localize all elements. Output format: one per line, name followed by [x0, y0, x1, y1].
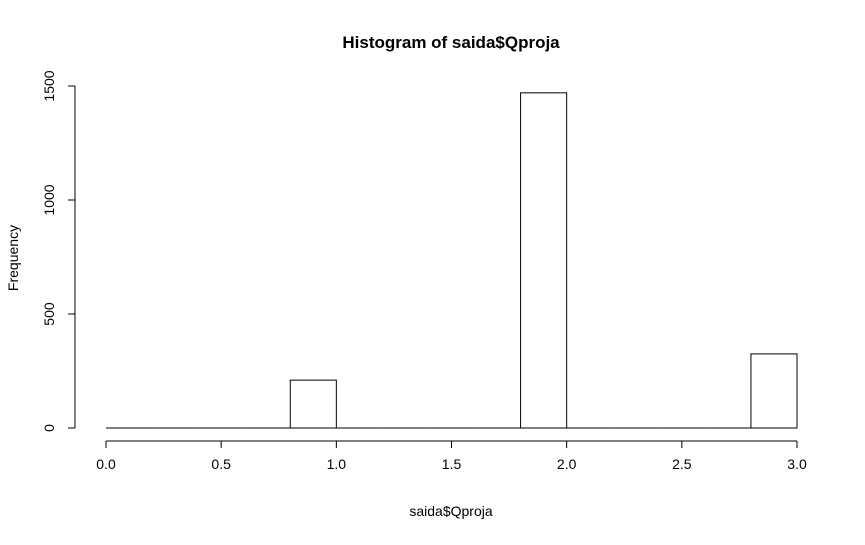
x-tick-label: 3.0: [787, 456, 807, 472]
histogram-bars: [106, 92, 798, 429]
x-tick-label: 0.0: [96, 456, 116, 472]
histogram-bar: [750, 353, 798, 429]
x-tick-label: 1.5: [442, 456, 462, 472]
y-tick-label: 0: [41, 424, 57, 432]
y-axis: 0 500 1000 1500: [41, 70, 76, 432]
x-tick-label: 1.0: [327, 456, 347, 472]
y-axis-label: Frequency: [5, 225, 21, 291]
x-tick-label: 2.0: [557, 456, 577, 472]
histogram-bar: [289, 379, 337, 429]
histogram-bar: [520, 92, 568, 429]
chart-title: Histogram of saida$Qproja: [342, 33, 560, 52]
y-tick-label: 1000: [41, 184, 57, 215]
x-tick-label: 0.5: [211, 456, 231, 472]
x-axis-label: saida$Qproja: [409, 503, 492, 519]
y-tick-label: 500: [41, 302, 57, 326]
x-axis: 0.0 0.5 1.0 1.5 2.0 2.5 3.0: [96, 440, 807, 472]
x-tick-label: 2.5: [672, 456, 692, 472]
y-tick-label: 1500: [41, 70, 57, 101]
